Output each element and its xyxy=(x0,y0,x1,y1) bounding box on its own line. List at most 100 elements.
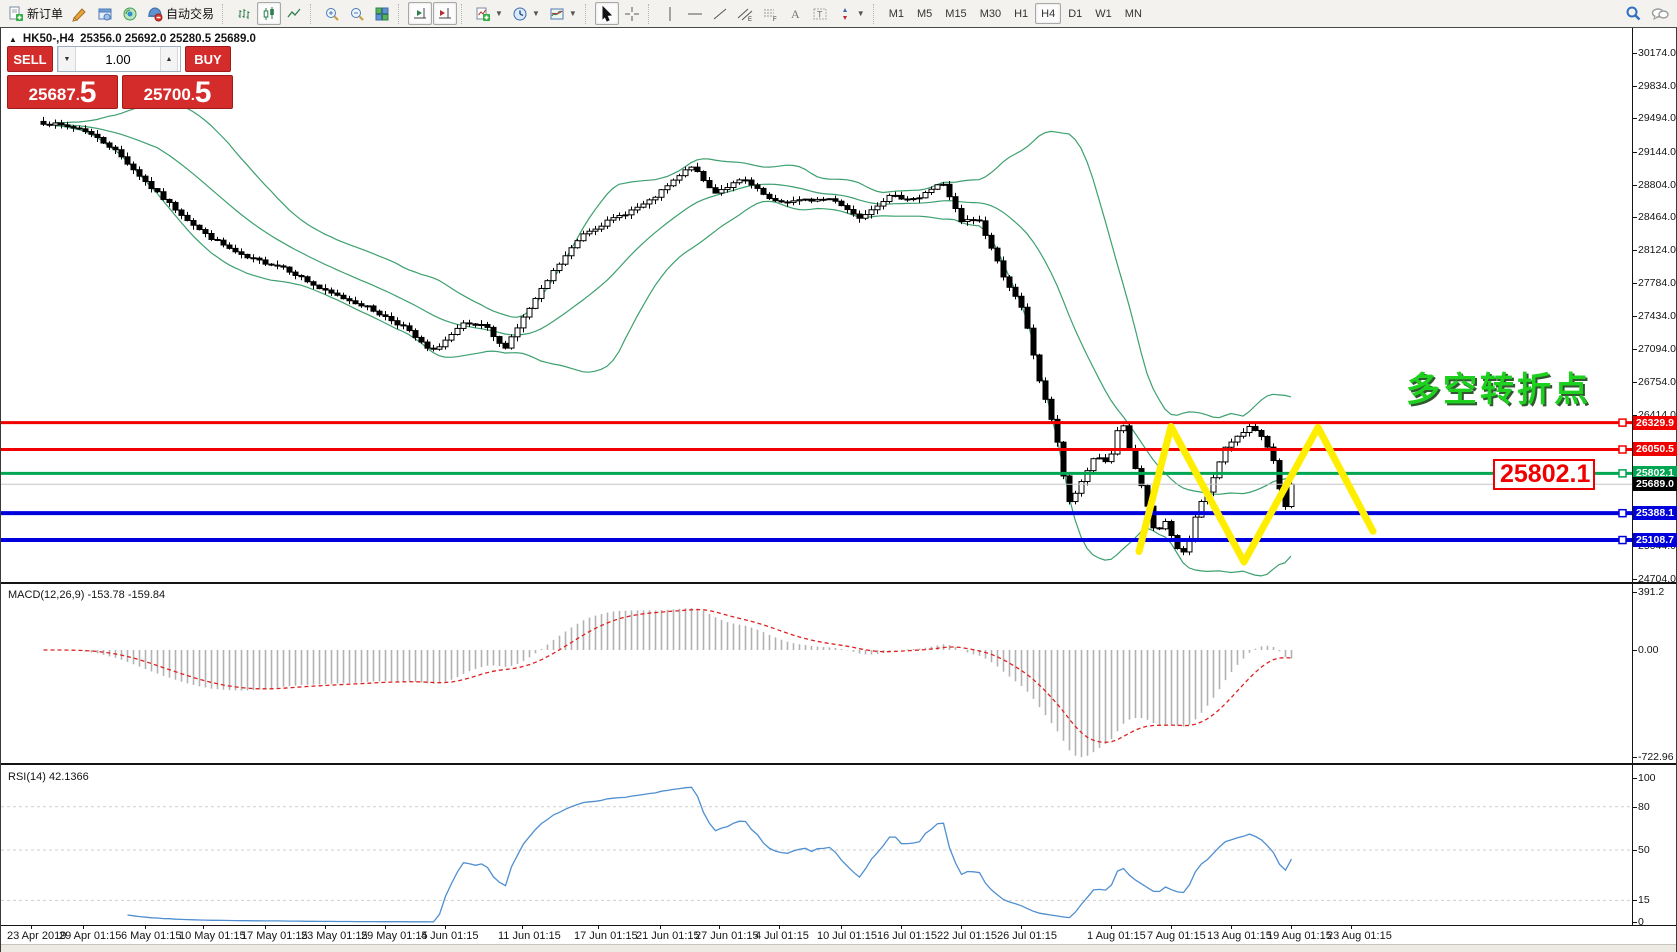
time-axis-tick xyxy=(660,926,661,929)
macd-indicator-label: MACD(12,26,9) -153.78 -159.84 xyxy=(8,589,166,601)
price-axis-line xyxy=(1632,28,1633,925)
price-axis-label: 27094.0 xyxy=(1633,342,1676,356)
auto-scroll-icon xyxy=(414,7,427,18)
toolbar-separator xyxy=(647,3,654,24)
time-axis-tick xyxy=(598,926,599,929)
price-axis-label: 28464.0 xyxy=(1633,210,1676,224)
template-icon xyxy=(550,8,564,19)
time-axis-tick xyxy=(841,926,842,929)
pane-divider[interactable] xyxy=(1,763,1676,765)
timeframe-h1[interactable]: H1 xyxy=(1014,7,1029,20)
vertical-line-tool-button[interactable] xyxy=(658,2,682,25)
buy-price-display[interactable]: 25700. 5 xyxy=(122,75,233,109)
pane-divider[interactable] xyxy=(1,582,1676,584)
time-axis-tick xyxy=(83,926,84,929)
collapse-toggle-icon[interactable]: ▲ xyxy=(9,34,17,44)
signals-button[interactable] xyxy=(118,2,142,25)
auto-trading-button[interactable]: 自动交易 xyxy=(143,2,218,25)
time-axis-label: 27 Jun 01:15 xyxy=(695,930,759,942)
expert-hat-icon xyxy=(148,6,163,21)
dropdown-caret-icon: ▼ xyxy=(856,9,865,18)
price-axis-label: 29144.0 xyxy=(1633,145,1676,159)
market-watch-button[interactable] xyxy=(93,2,117,25)
timeframe-m1[interactable]: M1 xyxy=(888,7,904,20)
channel-tool-button[interactable]: E xyxy=(733,2,757,25)
time-axis-label: 26 Jul 01:15 xyxy=(997,930,1057,942)
rsi-pane-canvas[interactable] xyxy=(1,767,1632,925)
auto-scroll-button[interactable] xyxy=(408,2,433,25)
equidistant-channel-icon: E xyxy=(737,8,753,22)
chat-button[interactable] xyxy=(1647,2,1673,25)
add-indicator-icon xyxy=(476,7,491,21)
bollinger-middle-band xyxy=(54,123,1292,495)
new-order-button[interactable]: 新订单 xyxy=(4,2,67,25)
time-axis-label: 29 Apr 01:15 xyxy=(59,930,122,942)
indicators-button[interactable]: ▼ xyxy=(471,2,507,25)
price-axis-label: 29494.0 xyxy=(1633,111,1676,125)
time-axis-label: 4 Jul 01:15 xyxy=(755,930,809,942)
price-axis-label: 26754.0 xyxy=(1633,375,1676,389)
price-callout-label[interactable]: 25802.1 xyxy=(1493,459,1595,490)
periods-button[interactable]: ▼ xyxy=(508,2,544,25)
dropdown-caret-icon: ▼ xyxy=(568,9,577,18)
time-axis-label: 11 Jun 01:15 xyxy=(498,930,561,942)
level-price-tag-26050.5: 26050.5 xyxy=(1633,442,1677,457)
zoom-out-icon xyxy=(351,7,364,21)
price-axis-label: 28124.0 xyxy=(1633,243,1676,257)
zoom-out-button[interactable] xyxy=(345,2,369,25)
bollinger-lower-band xyxy=(54,125,1292,577)
search-button[interactable] xyxy=(1621,2,1646,25)
timeframe-m30[interactable]: M30 xyxy=(979,7,1002,20)
macd-pane-canvas[interactable] xyxy=(1,586,1632,764)
volume-increase-button[interactable]: ▲ xyxy=(160,47,178,71)
horizontal-line-tool-button[interactable] xyxy=(683,2,707,25)
timeframe-mn[interactable]: MN xyxy=(1124,7,1142,20)
volume-input[interactable] xyxy=(76,47,160,71)
rsi-axis-label: 15 xyxy=(1633,893,1650,907)
macd-axis-label: 391.2 xyxy=(1633,585,1664,599)
chart-title: ▲ HK50-,H4 25356.0 25692.0 25280.5 25689… xyxy=(9,33,256,45)
signal-icon xyxy=(123,7,137,20)
macd-axis-label: 0.00 xyxy=(1633,643,1658,657)
time-axis-label: 4 Jun 01:15 xyxy=(421,930,479,942)
sell-button[interactable]: SELL xyxy=(7,46,53,72)
dropdown-caret-icon: ▼ xyxy=(495,9,503,18)
templates-button[interactable]: ▼ xyxy=(545,2,581,25)
chart-window: 30174.0 29834.0 29494.0 29144.0 28804.0 28464… xyxy=(0,28,1677,952)
crosshair-tool-button[interactable] xyxy=(620,2,644,25)
auto-trading-label: 自动交易 xyxy=(166,7,215,21)
text-tool-button[interactable]: A xyxy=(783,2,807,25)
time-axis-tick xyxy=(445,926,446,929)
cursor-tool-button[interactable] xyxy=(594,2,619,25)
arrows-tool-button[interactable]: ▼ xyxy=(833,2,869,25)
level-price-tag-26329.9: 26329.9 xyxy=(1633,415,1677,430)
volume-decrease-button[interactable]: ▼ xyxy=(58,47,76,71)
bar-chart-button[interactable] xyxy=(232,2,256,25)
turning-point-annotation[interactable]: 多空转折点 xyxy=(1406,371,1591,409)
timeframe-h4[interactable]: H4 xyxy=(1035,3,1062,24)
sell-price-display[interactable]: 25687. 5 xyxy=(7,75,118,109)
candlestick-chart-icon xyxy=(263,6,274,20)
rsi-line xyxy=(127,786,1293,923)
styles-button[interactable] xyxy=(68,2,92,25)
trendline-tool-button[interactable] xyxy=(708,2,732,25)
line-chart-button[interactable] xyxy=(282,2,306,25)
price-chart-canvas[interactable] xyxy=(1,28,1632,583)
bar-chart-icon xyxy=(238,8,250,19)
timeframe-m5[interactable]: M5 xyxy=(917,7,933,20)
time-axis-label: 7 Aug 01:15 xyxy=(1147,930,1206,942)
zoom-in-button[interactable] xyxy=(320,2,344,25)
price-axis-label: 24704.0 xyxy=(1633,572,1676,586)
text-label-tool-button[interactable]: T xyxy=(808,2,832,25)
buy-button[interactable]: BUY xyxy=(185,46,231,72)
tile-windows-button[interactable] xyxy=(370,2,394,25)
fibonacci-tool-button[interactable]: F xyxy=(758,2,782,25)
candle-chart-button[interactable] xyxy=(257,2,282,25)
timeframe-m15[interactable]: M15 xyxy=(945,7,967,20)
timeframe-w1[interactable]: W1 xyxy=(1095,7,1112,20)
toolbar-separator xyxy=(461,3,467,24)
timeframe-d1[interactable]: D1 xyxy=(1068,7,1083,20)
macd-axis-label: -722.96 xyxy=(1633,750,1674,764)
chart-shift-button[interactable] xyxy=(433,2,458,25)
cursor-icon xyxy=(602,5,612,22)
